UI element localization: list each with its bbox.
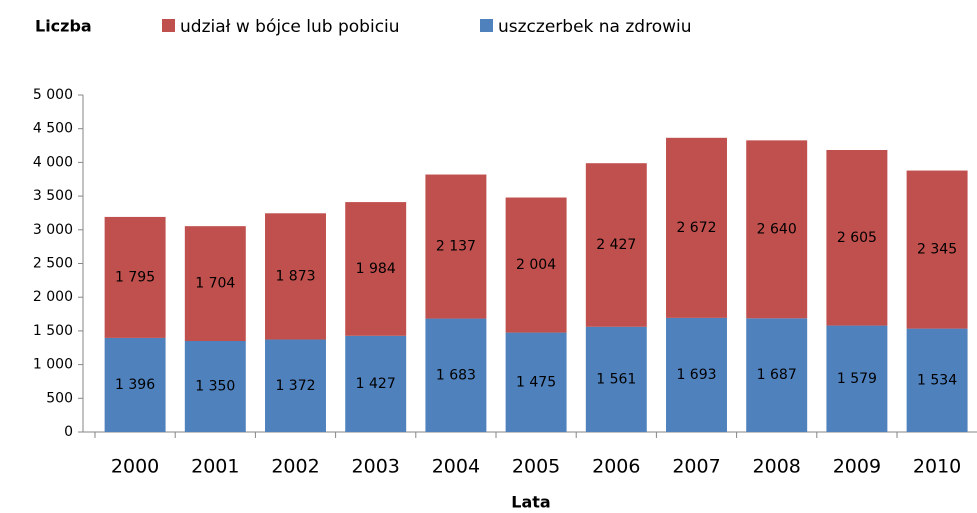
bar-segment [425, 174, 487, 319]
legend-label: udział w bójce lub pobiciu [180, 17, 400, 37]
y-tick-label: 4 500 [33, 121, 73, 137]
bar-segment [666, 137, 727, 318]
bar-segment [345, 335, 407, 432]
bar-segment [826, 325, 888, 432]
y-tick-label: 3 500 [33, 188, 73, 204]
bar-segment [585, 163, 647, 327]
bar-segment [906, 170, 968, 329]
bar-segment [104, 337, 166, 432]
x-axis-title: Lata [511, 493, 550, 512]
y-tick-label: 5 000 [33, 87, 73, 103]
value-label: 2 640 [757, 221, 797, 237]
y-tick-label: 3 000 [33, 222, 73, 238]
bar-segment [345, 202, 407, 336]
value-label: 1 984 [356, 261, 396, 277]
value-label: 2 672 [676, 220, 716, 236]
value-label: 1 579 [837, 371, 877, 387]
bar-segment [826, 149, 888, 326]
value-label: 1 372 [275, 378, 315, 394]
bar-segment [666, 317, 727, 432]
legend-swatch [162, 19, 175, 32]
bar-segment [505, 332, 567, 432]
x-tick-label: 2007 [672, 456, 720, 478]
x-tick-label: 2002 [271, 456, 319, 478]
x-tick-label: 2005 [512, 456, 560, 478]
bar-segment [505, 197, 567, 333]
value-label: 1 693 [676, 367, 716, 383]
value-label: 2 605 [837, 230, 877, 246]
value-label: 2 427 [596, 237, 636, 253]
value-label: 1 704 [195, 276, 235, 292]
x-tick-label: 2000 [111, 456, 159, 478]
x-tick-label: 2008 [753, 456, 801, 478]
y-tick-label: 1 500 [33, 323, 73, 339]
bar-segment [585, 326, 647, 432]
x-tick-label: 2009 [833, 456, 881, 478]
value-label: 1 396 [115, 377, 155, 393]
y-tick-label: 0 [64, 424, 73, 440]
bar-segment [265, 339, 326, 432]
bar-segment [265, 213, 326, 340]
x-tick-label: 2010 [913, 456, 961, 478]
x-tick-label: 2004 [432, 456, 480, 478]
bar-segment [906, 328, 968, 432]
y-tick-label: 2 000 [33, 289, 73, 305]
value-label: 1 561 [596, 371, 636, 387]
value-label: 1 534 [917, 372, 957, 388]
bar-segment [746, 140, 808, 319]
legend-swatch [480, 19, 493, 32]
value-label: 1 475 [516, 374, 556, 390]
bar-segment [184, 341, 246, 432]
y-tick-label: 1 000 [33, 357, 73, 373]
value-label: 1 683 [436, 367, 476, 383]
x-tick-label: 2006 [592, 456, 640, 478]
value-label: 1 795 [115, 269, 155, 285]
y-tick-label: 2 500 [33, 256, 73, 272]
bar-segment [425, 318, 487, 432]
value-label: 1 350 [195, 379, 235, 395]
bar-segment [104, 216, 166, 338]
y-axis-title: Liczba [35, 17, 92, 36]
value-label: 1 427 [356, 376, 396, 392]
value-label: 1 873 [275, 268, 315, 284]
value-label: 2 137 [436, 239, 476, 255]
value-label: 2 004 [516, 257, 556, 273]
x-tick-label: 2003 [352, 456, 400, 478]
legend-label: uszczerbek na zdrowiu [498, 17, 692, 37]
y-tick-label: 500 [46, 390, 73, 406]
bar-segment [746, 318, 808, 432]
x-tick-label: 2001 [191, 456, 239, 478]
y-tick-label: 4 000 [33, 154, 73, 170]
value-label: 2 345 [917, 242, 957, 258]
bar-segment [184, 226, 246, 342]
value-label: 1 687 [757, 367, 797, 383]
